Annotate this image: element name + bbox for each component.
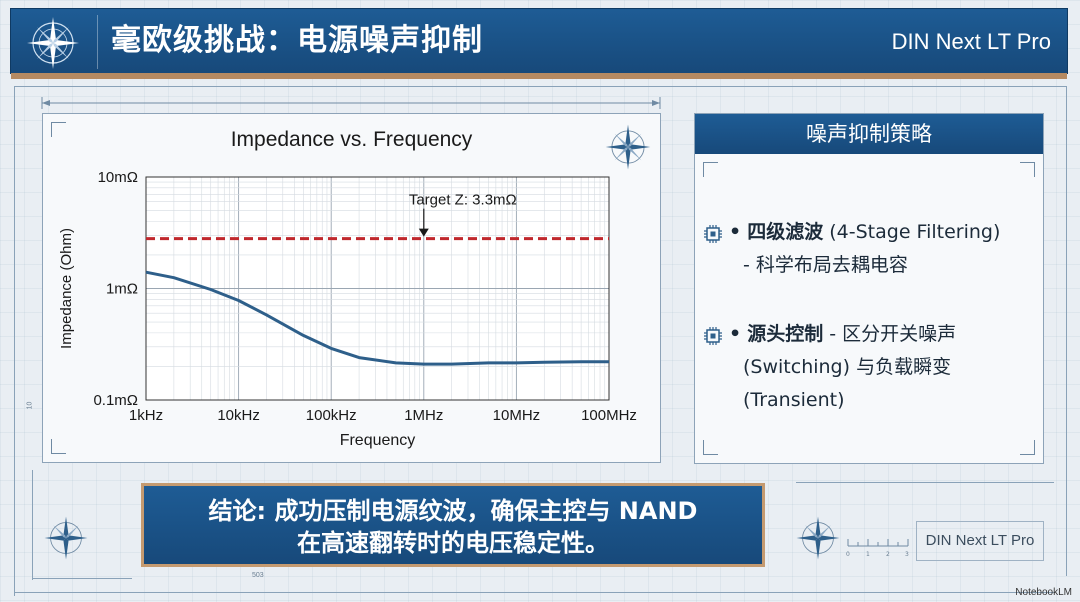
x-tick-label: 1MHz <box>404 407 443 424</box>
dimension-line <box>41 97 661 109</box>
x-tick-label: 10kHz <box>217 407 260 424</box>
y-tick-label: 10mΩ <box>98 169 138 186</box>
bullet: • <box>729 323 742 345</box>
strategy-item-filtering: • 四级滤波 (4-Stage Filtering) - 科学布局去耦电容 <box>703 216 1037 282</box>
strategy-item-source: • 源头控制 - 区分开关噪声 (Switching) 与负载瞬变 (Trans… <box>703 318 1037 417</box>
scale-ruler: 0 1 2 3 <box>846 539 909 558</box>
strategy-item-heading: 四级滤波 <box>747 221 824 243</box>
chip-icon <box>704 327 722 345</box>
strategy-item-detail: (Switching) 与负载瞬变 <box>743 356 952 378</box>
corner-mark <box>51 122 66 137</box>
page-title: 毫欧级挑战：电源噪声抑制 <box>111 23 483 58</box>
frame-line-left <box>14 86 15 596</box>
strategy-item-text: - 区分开关噪声 <box>823 323 957 345</box>
frame-line-right-low <box>796 482 1054 483</box>
header-brand: DIN Next LT Pro <box>891 29 1051 54</box>
strategy-item-heading: 源头控制 <box>747 323 824 345</box>
strategy-panel: 噪声抑制策略 • 四级滤波 (4-Stage Filtering) - 科学布局… <box>694 113 1044 464</box>
chart-panel: Impedance vs. Frequency 1kHz 10kHz 100kHz 1… <box>42 113 661 463</box>
x-axis-label: Frequency <box>340 432 416 449</box>
x-tick-label: 1kHz <box>129 407 163 424</box>
x-tick-label: 100kHz <box>306 407 357 424</box>
corner-mark <box>703 162 718 177</box>
x-tick-label: 100MHz <box>581 407 637 424</box>
chart-title: Impedance vs. Frequency <box>230 128 473 151</box>
scale-label: 0 <box>846 551 850 558</box>
y-axis-label: Impedance (Ohm) <box>58 228 75 349</box>
frame-line-inner-left <box>32 470 33 580</box>
corner-mark <box>1020 162 1035 177</box>
compass-icon <box>605 124 651 170</box>
scale-label: 2 <box>886 551 890 558</box>
plot-border <box>145 176 610 401</box>
chip-icon <box>704 225 722 243</box>
compass-icon <box>796 516 840 560</box>
corner-mark <box>1020 440 1035 455</box>
header-bar: 毫欧级挑战：电源噪声抑制 DIN Next LT Pro <box>10 8 1068 79</box>
strategy-item-text: (4-Stage Filtering) <box>823 221 1001 243</box>
x-tick-label: 10MHz <box>493 407 541 424</box>
strategy-item-detail: (Transient) <box>743 389 845 411</box>
frame-line-bottom <box>14 592 1054 593</box>
header-separator <box>97 15 98 69</box>
frame-line-inner-bottom <box>32 578 132 579</box>
strategy-item-detail: - 科学布局去耦电容 <box>743 254 908 276</box>
scale-label: 3 <box>905 551 909 558</box>
compass-icon <box>27 17 79 69</box>
ruler-mark-left: 10 <box>26 401 34 410</box>
notebooklm-watermark: NotebookLM <box>1015 587 1072 598</box>
target-arrow-head <box>418 228 429 237</box>
target-annotation: Target Z: 3.3mΩ <box>409 192 517 209</box>
impedance-curve <box>145 270 609 366</box>
bullet: • <box>729 221 742 243</box>
conclusion-line-2: 在高速翻转时的电压稳定性。 <box>297 529 609 557</box>
scale-label: 1 <box>866 551 870 558</box>
frame-line-right <box>1066 86 1067 576</box>
ruler-mark-bottom: 503 <box>252 572 264 579</box>
chart-svg: 1kHz 10kHz 100kHz 1MHz 10MHz 100MHz 0.1mΩ 1mΩ 10… <box>58 169 637 449</box>
corner-mark <box>703 440 718 455</box>
compass-icon <box>44 516 88 560</box>
frame-line-top <box>14 86 1066 87</box>
y-tick-label: 1mΩ <box>106 281 138 298</box>
strategy-title: 噪声抑制策略 <box>695 114 1043 154</box>
footer-brand: DIN Next LT Pro <box>916 521 1044 561</box>
corner-mark <box>51 439 66 454</box>
conclusion-banner: 结论: 成功压制电源纹波，确保主控与 NAND 在高速翻转时的电压稳定性。 <box>141 483 765 567</box>
conclusion-line-1: 结论: 成功压制电源纹波，确保主控与 NAND <box>208 497 698 525</box>
y-tick-label: 0.1mΩ <box>93 392 138 409</box>
